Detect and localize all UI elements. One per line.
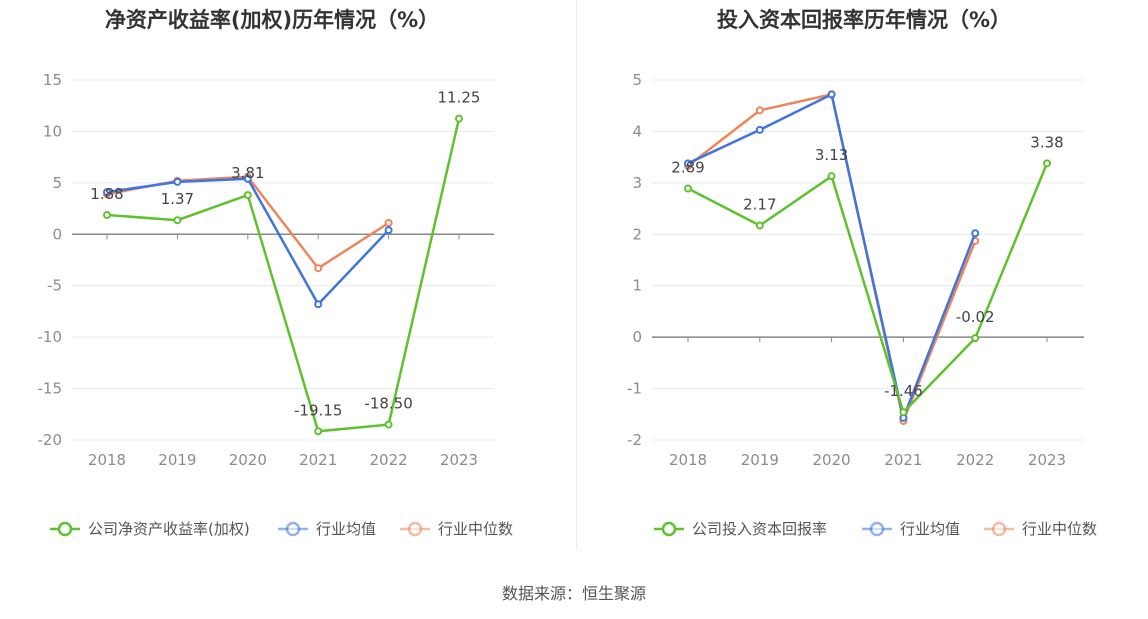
roic-data-label: -0.02	[956, 308, 995, 326]
roic-y-tick-label: 5	[632, 71, 642, 89]
roe-company-series-point[interactable]	[455, 114, 463, 123]
roic-industry-avg-series-point[interactable]	[684, 159, 692, 168]
legend-label: 行业中位数	[1022, 520, 1097, 538]
roe-data-label: -19.15	[294, 401, 342, 419]
roe-data-label: -18.50	[364, 395, 412, 413]
roic-company-series-point[interactable]	[755, 221, 764, 230]
roic-x-tick-label: 2020	[813, 451, 851, 469]
roe-y-tick-label: -20	[38, 431, 63, 449]
roe-legend-industry-avg-series[interactable]: 行业均值	[278, 520, 376, 538]
roe-x-tick-label: 2019	[158, 451, 196, 469]
roic-y-tick-label: 4	[632, 122, 642, 140]
roic-data-label: 2.17	[743, 196, 776, 214]
roe-y-tick-label: 0	[52, 225, 62, 243]
roic-industry-avg-series-point[interactable]	[755, 125, 764, 134]
roic-chart: 投入资本回报率历年情况（%） 5 4 3 2 1 0 -1 -2 2018 2019 2020 2021…	[627, 8, 1097, 538]
data-source: 数据来源：恒生聚源	[501, 584, 646, 603]
roe-x-tick-label: 2022	[370, 451, 408, 469]
roe-legend-industry-median-series[interactable]: 行业中位数	[400, 520, 513, 538]
roic-y-tick-label: 2	[632, 225, 642, 243]
roe-industry-median-series-line	[106, 175, 390, 270]
roe-x-tick-label: 2023	[440, 451, 478, 469]
roic-x-tick-label: 2021	[884, 451, 922, 469]
roic-y-tick-label: -2	[627, 431, 642, 449]
roic-company-series-point[interactable]	[971, 334, 980, 343]
roic-legend-industry-avg-series[interactable]: 行业均值	[862, 520, 960, 538]
roic-industry-avg-series-line	[687, 93, 977, 420]
roic-data-label: 2.89	[671, 159, 704, 177]
roe-y-tick-label: 5	[52, 174, 62, 192]
roe-x-tick-label: 2018	[88, 451, 126, 469]
roe-y-tick-label: -5	[47, 277, 62, 295]
roic-legend-company-series[interactable]: 公司投入资本回报率	[654, 520, 827, 538]
roe-x-tick-label: 2020	[229, 451, 267, 469]
roic-data-label: 3.38	[1030, 133, 1063, 151]
legend-label: 行业均值	[900, 520, 960, 538]
legend-marker-icon	[661, 521, 677, 537]
roic-company-series-point[interactable]	[899, 408, 908, 417]
roe-industry-avg-series-point[interactable]	[243, 174, 252, 183]
roe-y-tick-label: 15	[43, 71, 62, 89]
chart-divider	[576, 0, 577, 550]
roe-industry-median-series-point[interactable]	[314, 264, 323, 273]
roe-x-tick-label: 2021	[299, 451, 337, 469]
roe-company-series-line	[106, 118, 461, 433]
legend-marker-icon	[869, 521, 885, 537]
roic-industry-avg-series-point[interactable]	[971, 229, 980, 238]
roic-data-label: -1.46	[884, 382, 923, 400]
roe-company-series-point[interactable]	[173, 216, 182, 225]
roic-industry-avg-series-point[interactable]	[827, 90, 836, 99]
roe-y-tick-label: 10	[43, 122, 62, 140]
roe-y-tick-label: -15	[38, 380, 63, 398]
roe-y-tick-label: -10	[38, 328, 63, 346]
roe-chart-title: 净资产收益率(加权)历年情况（%）	[105, 8, 439, 32]
roe-data-label: 1.88	[90, 185, 123, 203]
legend-label: 行业中位数	[438, 520, 513, 538]
roe-industry-avg-series-point[interactable]	[103, 188, 111, 197]
roic-x-tick-label: 2022	[956, 451, 994, 469]
legend-marker-icon	[57, 521, 73, 537]
roe-data-label: 3.81	[231, 164, 264, 182]
roe-legend-company-series[interactable]: 公司净资产收益率(加权)	[50, 520, 250, 538]
roic-data-label: 3.13	[815, 146, 848, 164]
legend-marker-icon	[991, 521, 1007, 537]
roic-x-tick-label: 2023	[1028, 451, 1066, 469]
roic-y-tick-label: 0	[632, 328, 642, 346]
roe-industry-avg-series-point[interactable]	[173, 177, 182, 186]
roic-x-tick-label: 2019	[741, 451, 779, 469]
roe-company-series-point[interactable]	[314, 427, 323, 436]
roic-y-tick-label: 3	[632, 174, 642, 192]
roe-company-series-point[interactable]	[243, 191, 252, 200]
legend-label: 公司净资产收益率(加权)	[88, 520, 250, 538]
legend-label: 公司投入资本回报率	[692, 520, 827, 538]
roic-chart-title: 投入资本回报率历年情况（%）	[717, 8, 1011, 32]
roic-company-series-point[interactable]	[684, 184, 692, 193]
roic-company-series-point[interactable]	[1043, 159, 1051, 168]
legend-marker-icon	[407, 521, 423, 537]
roic-company-series-line	[687, 162, 1049, 414]
roic-legend-industry-median-series[interactable]: 行业中位数	[984, 520, 1097, 538]
roic-industry-median-series-point[interactable]	[755, 106, 764, 115]
roe-industry-median-series-point[interactable]	[384, 218, 393, 227]
roic-company-series-point[interactable]	[827, 172, 836, 181]
roe-data-label: 11.25	[438, 89, 481, 107]
legend-label: 行业均值	[316, 520, 376, 538]
roe-data-label: 1.37	[161, 190, 194, 208]
roic-x-tick-label: 2018	[669, 451, 707, 469]
legend-marker-icon	[285, 521, 301, 537]
roic-y-tick-label: -1	[627, 380, 642, 398]
roic-y-tick-label: 1	[632, 277, 642, 295]
roe-company-series-point[interactable]	[384, 420, 393, 429]
roe-chart: 净资产收益率(加权)历年情况（%） 15 10 5 0 -5 -10 -15 -20 2018 20…	[38, 8, 514, 538]
roe-industry-avg-series-point[interactable]	[384, 226, 393, 235]
roe-industry-avg-series-point[interactable]	[314, 300, 323, 309]
roe-company-series-point[interactable]	[103, 210, 111, 219]
